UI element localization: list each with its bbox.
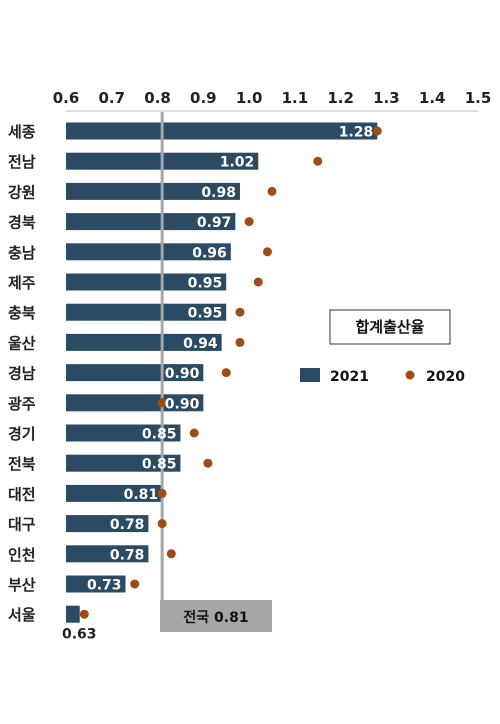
legend-title-box [329,309,451,345]
legend-title: 합계출산율 [355,318,424,336]
bar-2021 [66,515,149,533]
x-tick-label: 1.0 [236,89,263,107]
bar-2021 [66,424,181,442]
dot-2020 [157,398,167,408]
bar-series-2021 [66,122,378,623]
data-label-2021: 0.73 [87,578,122,594]
bar-2021 [66,394,204,412]
category-label: 경기 [8,425,36,443]
x-tick-label: 1.3 [373,89,400,107]
category-label: 광주 [8,395,36,413]
category-label: 세종 [8,123,36,141]
data-label-2021: 0.95 [188,306,223,322]
category-label: 충남 [8,244,36,262]
bar-2021 [66,484,163,502]
bar-2021 [66,545,149,563]
x-tick-label: 0.8 [144,89,171,107]
data-label-2021: 0.78 [110,547,145,563]
category-label: 제주 [8,274,36,292]
bar-2021 [66,182,240,200]
legend-label-2020: 2020 [426,369,465,385]
data-label-2021: 0.78 [110,517,145,533]
dot-2020 [244,217,254,227]
data-label-2021: 0.63 [62,627,97,643]
legend-swatch-2020 [405,370,415,380]
dot-2020 [203,458,213,468]
data-label-2021: 0.90 [165,396,200,412]
data-label-2021: 0.81 [124,487,159,503]
bar-2021 [66,243,231,261]
data-label-2021: 1.02 [220,155,255,171]
x-tick-label: 1.1 [282,89,309,107]
category-label: 경남 [8,365,36,383]
x-tick-label: 0.6 [53,89,80,107]
legend-swatch-2021 [300,368,320,382]
x-axis: 0.6 0.7 0.8 0.9 1.0 1.1 1.2 1.3 1.4 1.5 [53,89,492,112]
dot-series-2020 [79,126,382,619]
reference-label-box [160,600,272,632]
data-label-2021: 0.96 [192,245,227,261]
x-tick-label: 1.5 [465,89,492,107]
reference-label: 전국 0.81 [160,600,272,632]
category-label: 전남 [8,153,36,171]
data-label-2021: 0.90 [165,366,200,382]
legend: 합계출산율 2021 2020 [300,309,465,385]
x-tick-label: 0.9 [190,89,217,107]
dot-2020 [221,368,231,378]
x-tick-label: 0.7 [98,89,125,107]
dot-2020 [189,428,199,438]
bar-2021 [66,575,126,593]
category-label: 대전 [8,485,36,503]
dot-2020 [253,277,263,287]
category-label: 부산 [8,576,36,594]
bar-2021 [66,273,227,291]
bar-2021 [66,364,204,382]
data-label-2021: 0.85 [142,457,177,473]
reference-label-text: 전국 0.81 [183,609,248,626]
dot-2020 [313,156,323,166]
bar-2021 [66,213,236,231]
data-label-2021: 0.95 [188,276,223,292]
bar-2021 [66,303,227,321]
legend-label-2021: 2021 [330,369,369,385]
category-label: 강원 [8,183,36,201]
category-label: 인천 [8,546,36,564]
data-label-2021: 0.97 [197,215,232,231]
data-label-2021: 0.94 [183,336,218,352]
category-label: 서울 [8,606,36,624]
bar-2021 [66,333,222,351]
data-label-2021: 0.98 [201,185,236,201]
bar-2021 [66,122,378,140]
dot-2020 [157,519,167,529]
dot-2020 [166,549,176,559]
category-label: 대구 [8,516,36,534]
category-label: 경북 [8,214,36,232]
dot-2020 [235,337,245,347]
dot-2020 [262,247,272,257]
bar-2021 [66,454,181,472]
data-label-2021: 1.28 [339,125,374,141]
dot-2020 [157,488,167,498]
bar-2021 [66,605,80,623]
x-tick-label: 1.2 [327,89,354,107]
data-label-2021: 0.85 [142,427,177,443]
dot-2020 [372,126,382,136]
dot-2020 [235,307,245,317]
x-tick-label: 1.4 [419,89,446,107]
category-label: 전북 [8,455,36,473]
category-label: 울산 [8,334,36,352]
category-label: 충북 [8,304,36,322]
dot-2020 [79,609,89,619]
dot-2020 [130,579,140,589]
data-labels: 1.28 1.02 0.98 0.97 0.96 0.95 0.95 0.94 0.90 0.90… [62,125,373,643]
dot-2020 [267,186,277,196]
